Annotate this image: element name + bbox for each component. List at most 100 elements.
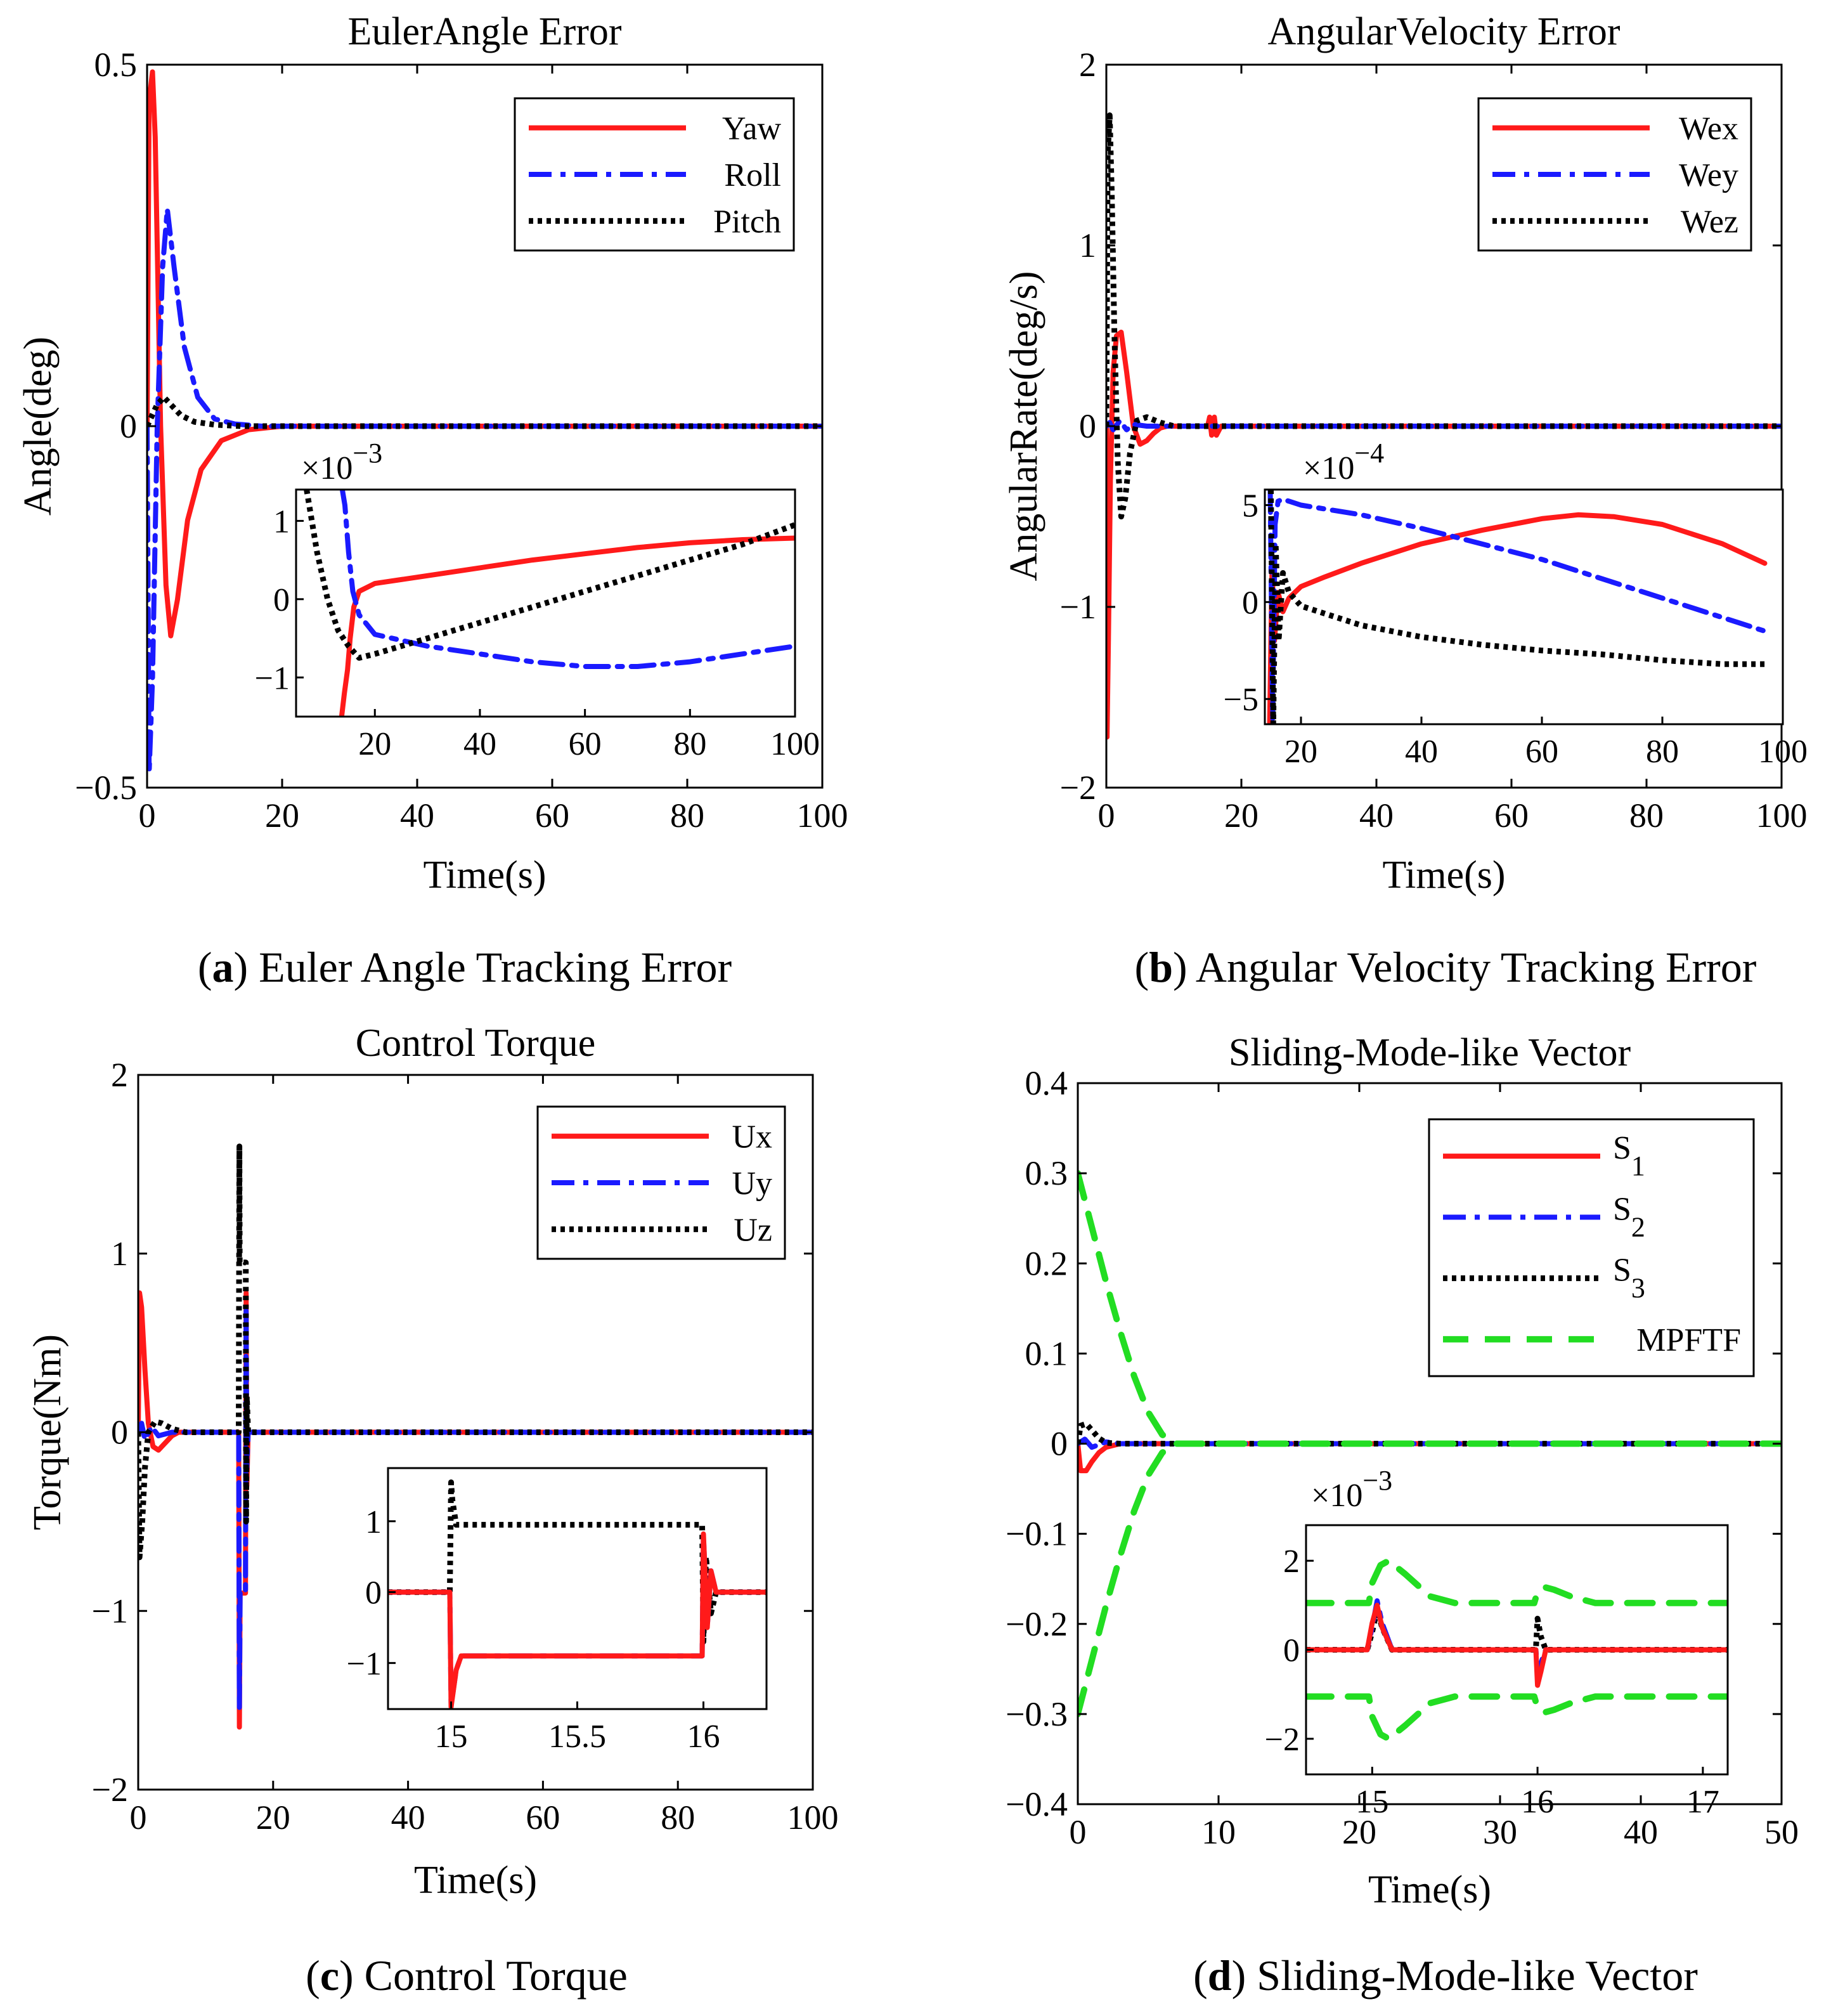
series-line-a-0 (147, 69, 822, 639)
legend-label: Roll (724, 157, 781, 193)
inset-frame (295, 488, 796, 718)
series-line-d-4 (1078, 1440, 1782, 1717)
inset-series-line-b-2 (1268, 490, 1765, 724)
series-line-a-2 (147, 394, 822, 429)
legend-label: Uz (734, 1212, 772, 1248)
x-axis-label: Time(s) (1382, 854, 1505, 897)
panel-d: 0 10 20 30 40 50−0.4−0.3−0.2−0.100.10.20.30.4… (1006, 1031, 1799, 2000)
inset-frame (1264, 488, 1784, 725)
figure-caption: (b) Angular Velocity Tracking Error (1135, 943, 1757, 991)
inset-series-group (1267, 490, 1768, 724)
inset-x-tick-label: 100 (1758, 734, 1808, 770)
y-tick-label: 2 (111, 1056, 128, 1094)
series-line-d-3 (1078, 1170, 1782, 1447)
inset-exponent: ×10−4 (1303, 438, 1384, 486)
x-tick-label: 40 (1359, 797, 1394, 835)
inset-x-tick-label: 15 (1355, 1784, 1388, 1820)
legend-label: Wez (1681, 204, 1738, 240)
y-tick-label: 0 (120, 407, 137, 445)
inset-series-line-b-1 (1267, 490, 1768, 721)
y-tick-label: −2 (92, 1771, 128, 1809)
y-tick-label: 1 (111, 1235, 128, 1273)
series-group-b (1106, 112, 1782, 740)
inset-exponent: ×10−3 (1311, 1465, 1392, 1514)
legend-c: Ux Uy Uz (536, 1105, 786, 1260)
x-tick-label: 40 (391, 1798, 425, 1837)
series-group-d (1078, 1170, 1782, 1717)
inset-b: 20 40 60 80 100 −5 0 5 ×10−4 (1224, 438, 1808, 770)
y-tick-label: −0.3 (1006, 1695, 1068, 1733)
x-tick-label: 80 (1629, 797, 1664, 835)
y-tick-label: −0.2 (1006, 1605, 1068, 1643)
inset-x-tick-label: 15.5 (548, 1719, 606, 1755)
y-tick-label: −0.4 (1006, 1785, 1068, 1823)
x-tick-label: 100 (787, 1798, 839, 1837)
inset-x-tick-label: 16 (687, 1719, 720, 1755)
y-tick-label: −0.5 (75, 769, 137, 807)
inset-series-line-c-0 (388, 1479, 767, 1645)
inset-y-tick-label: 0 (1283, 1633, 1300, 1669)
y-tick-label: −0.1 (1006, 1515, 1068, 1553)
inset-x-tick-label: 100 (770, 726, 820, 762)
x-tick-label: 100 (1756, 797, 1808, 835)
inset-background (1265, 490, 1783, 724)
y-tick-label: 0.3 (1025, 1154, 1068, 1192)
inset-x-tick-label: 40 (463, 726, 496, 762)
inset-x-tick-label: 20 (1284, 734, 1317, 770)
y-tick-label: 0 (111, 1414, 128, 1452)
x-tick-label: 60 (535, 797, 569, 835)
x-tick-label: 100 (797, 797, 848, 835)
inset-y-tick-label: −1 (255, 660, 290, 696)
inset-series-line-a-2 (304, 490, 795, 661)
legend-label: S2 (1613, 1191, 1645, 1242)
inset-x-tick-label: 15 (435, 1719, 468, 1755)
x-tick-label: 40 (400, 797, 434, 835)
panel-c: 0 20 40 60 80 100 −2 −1 0 1 2 Control Torque Time(s)… (26, 1022, 839, 2000)
inset-x-tick-label: 80 (673, 726, 706, 762)
series-line-b-1 (1106, 418, 1782, 432)
series-line-b-2 (1106, 112, 1782, 519)
inset-x-tick-label: 20 (358, 726, 391, 762)
series-line-c-2 (138, 1143, 813, 1561)
inset-y-tick-label: 2 (1283, 1544, 1300, 1580)
y-axis-label: AngularRate(deg/s) (1002, 271, 1045, 582)
x-axis-label: Time(s) (423, 854, 546, 897)
y-tick-label: 0.5 (94, 46, 138, 84)
inset-y-tick-label: 1 (365, 1504, 382, 1540)
x-tick-label: 0 (1098, 797, 1115, 835)
x-tick-label: 20 (1342, 1813, 1376, 1851)
chart-title: Control Torque (356, 1022, 596, 1065)
figure-caption: (c) Control Torque (306, 1951, 628, 2000)
legend-box (1428, 1118, 1755, 1377)
y-tick-label: 0 (1051, 1425, 1068, 1463)
inset-x-tick-label: 16 (1521, 1784, 1554, 1820)
figure-caption: (d) Sliding-Mode-like Vector (1193, 1951, 1698, 2000)
y-tick-label: 0.1 (1025, 1334, 1068, 1372)
x-tick-label: 10 (1201, 1813, 1236, 1851)
inset-y-tick-label: 0 (365, 1575, 382, 1611)
series-line-d-0 (1078, 1441, 1782, 1474)
x-tick-label: 0 (139, 797, 156, 835)
x-tick-label: 0 (1070, 1813, 1087, 1851)
x-tick-label: 50 (1764, 1813, 1799, 1851)
inset-exponent: ×10−3 (301, 438, 382, 486)
legend-label: S1 (1613, 1130, 1645, 1181)
panel-b: 0 20 40 60 80 100 −2 −1 0 1 2 AngularVelocity Error… (1002, 10, 1808, 991)
legend-b: Wex Wey Wez (1477, 97, 1752, 252)
legend-label: MPFTF (1636, 1322, 1741, 1358)
inset-series-group (304, 490, 795, 717)
x-axis-label: Time(s) (414, 1859, 537, 1902)
series-group-c (138, 1143, 813, 1730)
inset-y-tick-label: −2 (1265, 1722, 1300, 1758)
inset-a: 20 40 60 80 100 −1 0 1 ×10−3 (255, 438, 820, 762)
legend-label: Wex (1679, 111, 1738, 147)
inset-series-line-d-4 (1306, 1603, 1728, 1688)
legend-label: S3 (1613, 1252, 1645, 1304)
series-line-a-1 (147, 207, 822, 776)
legend-label: Pitch (713, 204, 781, 240)
x-tick-label: 20 (256, 1798, 290, 1837)
inset-x-tick-label: 40 (1405, 734, 1438, 770)
legend-label: Yaw (722, 111, 781, 147)
legend-a: Yaw Roll Pitch (514, 97, 795, 252)
